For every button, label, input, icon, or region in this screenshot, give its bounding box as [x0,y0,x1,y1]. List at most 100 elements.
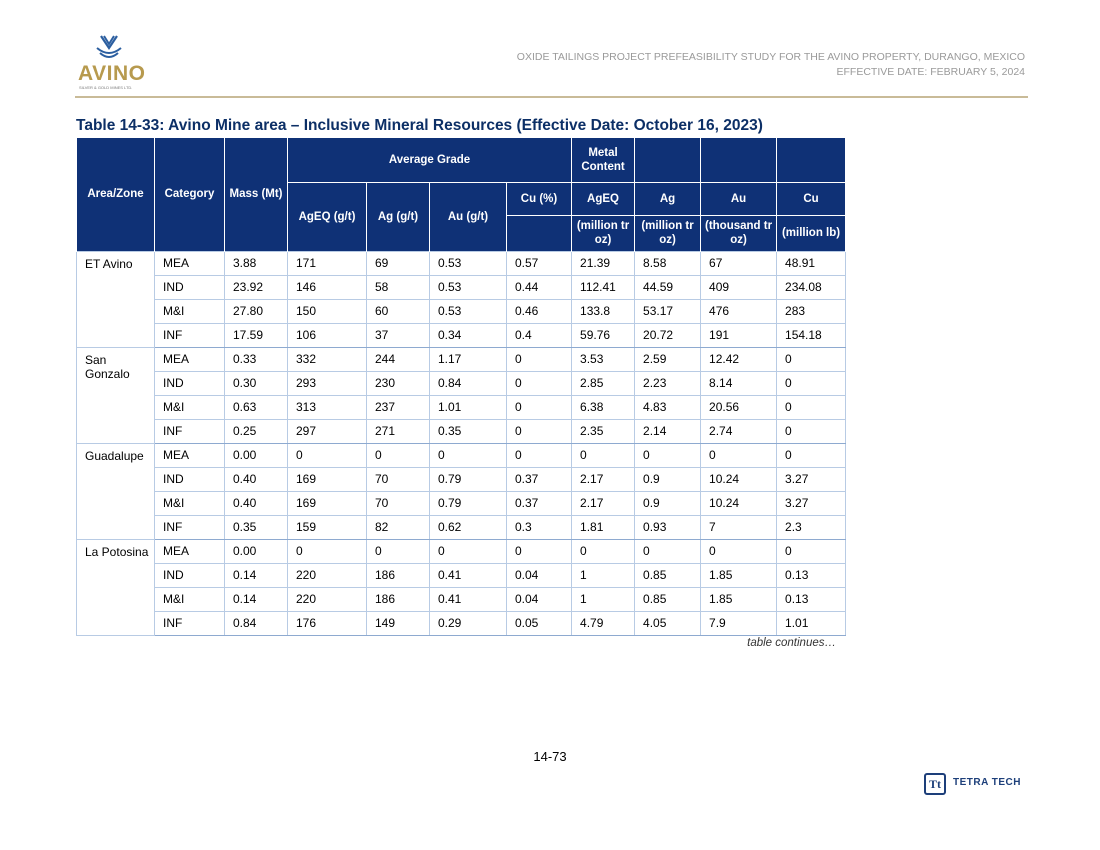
mc-ag-cell: 44.59 [634,274,702,300]
cu-grade-cell: 0 [505,442,573,468]
ageq-grade-cell: 293 [287,370,367,396]
header-au-grade: Au (g/t) [429,181,507,251]
table-title: Table 14-33: Avino Mine area – Inclusive… [76,117,763,134]
category-cell: M&I [154,298,225,324]
mc-cu-cell: 154.18 [776,322,847,348]
table-row: IND 0.40 169 70 0.79 0.37 2.17 0.9 10.24 3.27 [77,466,847,492]
ag-grade-cell: 69 [366,250,430,276]
mc-ag-cell: 0.93 [634,514,702,540]
ageq-grade-cell: 146 [287,274,367,300]
mass-cell: 0.35 [224,514,288,540]
table-row: M&I 0.40 169 70 0.79 0.37 2.17 0.9 10.24 3.27 [77,490,847,516]
mc-ag-cell: 53.17 [634,298,702,324]
mass-cell: 0.30 [224,370,288,396]
header-average-grade: Average Grade [286,138,573,182]
mc-au-cell: 7 [700,514,778,540]
ag-grade-cell: 244 [366,346,430,372]
header-mc-ag-unit: (million tr oz) [634,214,702,251]
mc-ageq-cell: 6.38 [571,394,636,420]
table-row: Guadalupe MEA 0.00 0 0 0 0 0 0 0 0 [76,442,847,540]
category-cell: MEA [154,346,225,372]
mc-ageq-cell: 133.8 [571,298,636,324]
area-zone-cell: San Gonzalo [76,346,155,444]
mc-cu-cell: 0.13 [776,586,847,612]
table-body: ET Avino MEA 3.88 171 69 0.53 0.57 21.39 8.58 67 4… [76,250,847,636]
ag-grade-cell: 58 [366,274,430,300]
ageq-grade-cell: 220 [287,586,367,612]
au-grade-cell: 0.53 [429,298,507,324]
mc-ageq-cell: 3.53 [571,346,636,372]
au-grade-cell: 1.17 [429,346,507,372]
mc-au-cell: 7.9 [700,610,778,636]
ageq-grade-cell: 0 [287,538,367,564]
au-grade-cell: 0.53 [429,250,507,276]
mc-ageq-cell: 0 [571,442,636,468]
category-cell: IND [154,466,225,492]
mc-cu-cell: 0 [776,394,847,420]
au-grade-cell: 0.29 [429,610,507,636]
category-cell: INF [154,514,225,540]
tetra-tech-icon: Tt [924,773,946,795]
header-blank-2 [700,138,778,182]
table-row: ET Avino MEA 3.88 171 69 0.53 0.57 21.39 8.58 67 4… [76,250,847,348]
mc-ageq-cell: 0 [571,538,636,564]
table-row: La Potosina MEA 0.00 0 0 0 0 0 0 0 0 [76,538,847,636]
mass-cell: 0.40 [224,466,288,492]
au-grade-cell: 0.53 [429,274,507,300]
category-cell: INF [154,418,225,444]
cu-grade-cell: 0.44 [505,274,573,300]
mc-ag-cell: 0 [634,442,702,468]
header-ageq-grade: AgEQ (g/t) [287,181,367,251]
table-row: M&I 27.80 150 60 0.53 0.46 133.8 53.17 476 283 [77,298,847,324]
mc-ag-cell: 0.9 [634,466,702,492]
ageq-grade-cell: 159 [287,514,367,540]
mc-ageq-cell: 1 [571,586,636,612]
ageq-grade-cell: 332 [287,346,367,372]
ageq-grade-cell: 169 [287,466,367,492]
mc-ageq-cell: 59.76 [571,322,636,348]
category-cell: M&I [154,586,225,612]
resources-table: Area/Zone Category Mass (Mt) Average Gra… [76,138,847,636]
ag-grade-cell: 60 [366,298,430,324]
table-row: INF 17.59 106 37 0.34 0.4 59.76 20.72 191 154.18 [77,322,847,348]
mc-ageq-cell: 1.81 [571,514,636,540]
mc-au-cell: 10.24 [700,466,778,492]
document-header: OXIDE TAILINGS PROJECT PREFEASIBILITY ST… [517,50,1025,80]
ag-grade-cell: 37 [366,322,430,348]
mc-cu-cell: 0 [776,418,847,444]
au-grade-cell: 0.84 [429,370,507,396]
page-number: 14-73 [533,749,567,764]
header-divider [75,96,1028,98]
header-cu-blank [505,214,573,251]
header-mc-au: Au [700,181,778,215]
au-grade-cell: 0.35 [429,418,507,444]
ageq-grade-cell: 297 [287,418,367,444]
mass-cell: 0.14 [224,562,288,588]
cu-grade-cell: 0.05 [505,610,573,636]
mass-cell: 0.40 [224,490,288,516]
header-area: Area/Zone [76,138,155,251]
header-line-1: OXIDE TAILINGS PROJECT PREFEASIBILITY ST… [516,51,1025,63]
area-zone-cell: ET Avino [76,250,155,348]
header-mc-ag: Ag [634,181,702,215]
mc-ag-cell: 0.85 [634,586,702,612]
avino-logo-icon [96,35,122,58]
ag-grade-cell: 230 [366,370,430,396]
cu-grade-cell: 0 [505,394,573,420]
ag-grade-cell: 0 [366,538,430,564]
mc-cu-cell: 3.27 [776,466,847,492]
logo-wordmark: AVINO [78,62,146,85]
area-zone-cell: Guadalupe [76,442,155,540]
tetra-tech-wordmark: TETRA TECH [953,777,1021,788]
mc-au-cell: 20.56 [700,394,778,420]
mc-cu-cell: 3.27 [776,490,847,516]
mc-ag-cell: 0.9 [634,490,702,516]
header-mc-au-unit: (thousand tr oz) [700,214,778,251]
mc-ageq-cell: 2.85 [571,370,636,396]
table-row: IND 0.30 293 230 0.84 0 2.85 2.23 8.14 0 [77,370,847,396]
cu-grade-cell: 0.04 [505,586,573,612]
mc-ag-cell: 0 [634,538,702,564]
mc-cu-cell: 48.91 [776,250,847,276]
ag-grade-cell: 271 [366,418,430,444]
avino-logo: AVINO SILVER & GOLD MINES LTD. [78,34,148,90]
